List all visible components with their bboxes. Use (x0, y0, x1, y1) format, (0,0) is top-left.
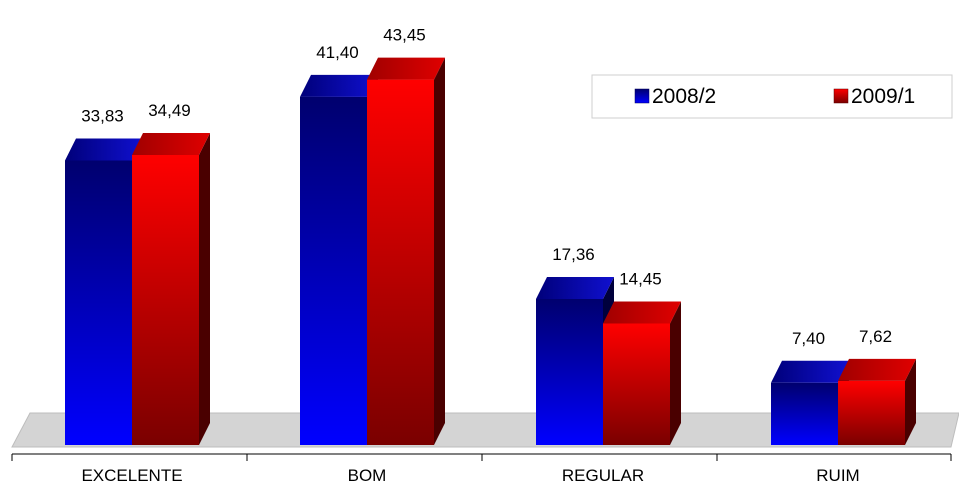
bar-side (199, 132, 210, 446)
bar-front (536, 299, 603, 445)
value-label-bom-series-1: 41,40 (316, 43, 359, 62)
bar-excelente-series-1 (65, 138, 143, 446)
bar-top (300, 74, 378, 97)
legend-label-2008-2: 2008/2 (652, 85, 716, 108)
legend-swatch-2008-2 (634, 88, 650, 104)
bar-front (603, 323, 670, 445)
bars-group (65, 57, 916, 446)
value-label-regular-series-1: 17,36 (552, 245, 595, 264)
legend-label-2009-1: 2009/1 (851, 85, 915, 108)
bar-front (300, 96, 367, 446)
bar-ruim-series-1 (771, 360, 849, 445)
legend-swatch-2009-1 (833, 88, 849, 104)
bar-side (434, 57, 445, 445)
bar-regular-series-2 (603, 301, 681, 445)
value-label-excelente-series-2: 34,49 (148, 101, 191, 120)
x-axis-ticks (11, 454, 952, 461)
bar-front (65, 160, 132, 446)
bar-side (670, 301, 681, 445)
category-label-excelente: EXCELENTE (81, 466, 182, 485)
bar-bom-series-2 (367, 57, 445, 445)
category-label-bom: BOM (348, 466, 387, 485)
category-label-regular: REGULAR (562, 466, 644, 485)
category-label-ruim: RUIM (816, 466, 859, 485)
bar-front (367, 79, 434, 445)
value-label-regular-series-2: 14,45 (619, 269, 662, 288)
value-labels-group: 33,83 34,49 41,40 43,45 17,36 14,45 7,40 7,62 (81, 26, 892, 348)
bar-top (838, 358, 916, 381)
bar-bom-series-1 (300, 74, 378, 446)
bar-top (132, 132, 210, 155)
value-label-ruim-series-1: 7,40 (792, 329, 825, 348)
category-labels-group: EXCELENTE BOM REGULAR RUIM (81, 466, 859, 485)
bar-top (367, 57, 445, 80)
bar-side (905, 358, 916, 445)
bar-front (771, 382, 838, 445)
bar-front (132, 154, 199, 446)
value-label-excelente-series-1: 33,83 (81, 106, 124, 125)
bar-top (536, 277, 614, 300)
bar-excelente-series-2 (132, 132, 210, 446)
bar-top (65, 138, 143, 161)
chart-floor (11, 412, 959, 448)
value-label-bom-series-2: 43,45 (383, 26, 426, 45)
legend-box (591, 74, 953, 119)
bar-top (603, 301, 681, 324)
legend: 2008/2 2009/1 (591, 74, 953, 119)
bar-regular-series-1 (536, 277, 614, 445)
bar-front (838, 380, 905, 445)
bar-ruim-series-2 (838, 358, 916, 445)
bar-top (771, 360, 849, 383)
value-label-ruim-series-2: 7,62 (859, 327, 892, 346)
